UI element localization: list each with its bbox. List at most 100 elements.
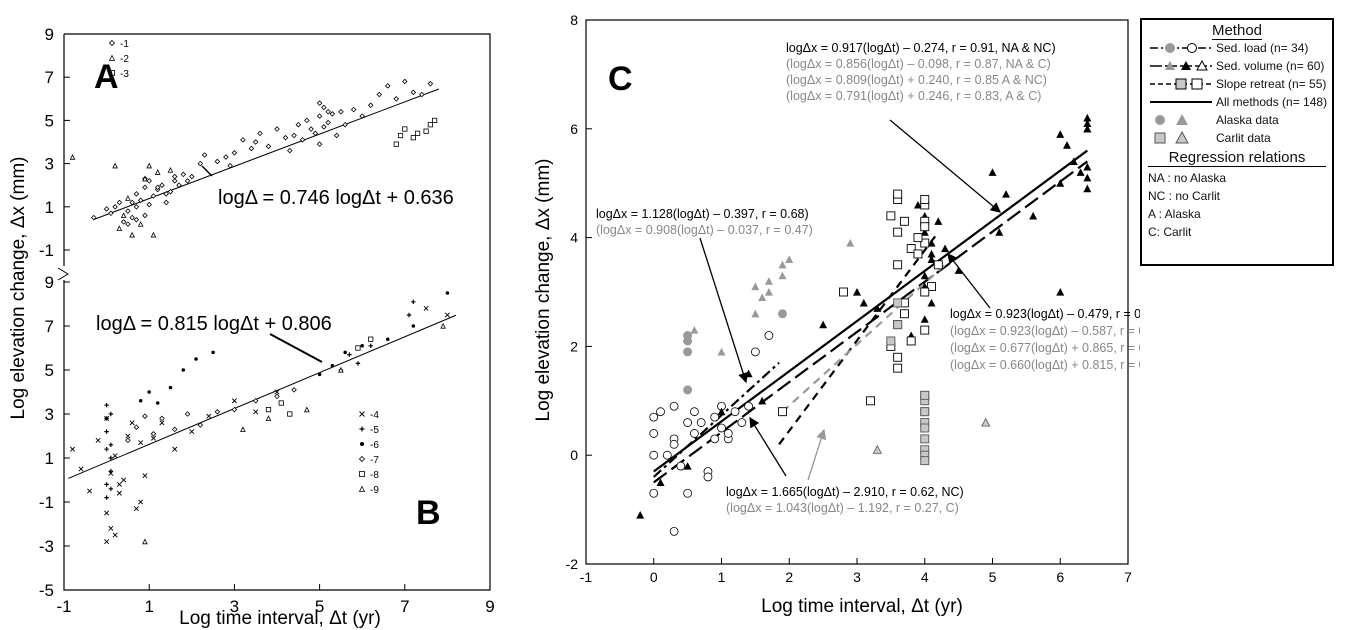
left-b-y-tick-label: 3 bbox=[45, 405, 54, 424]
data-point-b bbox=[138, 440, 144, 446]
data-point-c bbox=[710, 434, 720, 444]
data-point-c bbox=[941, 244, 950, 253]
data-point-c bbox=[899, 309, 909, 319]
left-plot-frame: -1 1 3 5 7 9 -1 1 3 5 7 9 -5 -3 -1 1 3 5 7 9 bbox=[39, 25, 495, 616]
legend-title: Method bbox=[1211, 22, 1263, 40]
data-point-a bbox=[129, 199, 135, 206]
regression-equation: logΔx = 0.917(logΔt) – 0.274, r = 0.91, … bbox=[786, 41, 1056, 55]
data-point-c bbox=[785, 255, 794, 263]
data-point-c bbox=[737, 418, 747, 427]
data-point-c bbox=[717, 401, 726, 411]
data-point-a bbox=[167, 188, 174, 195]
carlit-swatch-icon bbox=[1154, 130, 1189, 144]
data-point-b bbox=[445, 291, 450, 295]
left-b-y-tick-label: -3 bbox=[39, 537, 54, 556]
right-x-tick-label: 2 bbox=[785, 569, 793, 585]
data-point-c bbox=[995, 228, 1004, 236]
data-point-b bbox=[116, 481, 122, 487]
fit-line-c bbox=[778, 231, 940, 445]
right-x-tick-label: 1 bbox=[718, 569, 726, 585]
data-point-a bbox=[227, 162, 233, 169]
data-point-b bbox=[125, 437, 131, 444]
data-point-b bbox=[104, 447, 109, 452]
data-point-a bbox=[384, 83, 391, 89]
annotation-arrow bbox=[889, 119, 1001, 213]
data-point-a bbox=[312, 130, 319, 137]
alaska-swatch-icon bbox=[1155, 114, 1188, 125]
data-point-c bbox=[778, 271, 787, 280]
data-point-c bbox=[920, 434, 930, 444]
data-point-c bbox=[649, 429, 659, 438]
left-y-axis-label: Log elevation change, Δx (mm) bbox=[8, 157, 29, 420]
data-point-c bbox=[1076, 168, 1085, 176]
data-point-c bbox=[683, 331, 693, 341]
data-point-b bbox=[104, 539, 110, 545]
data-point-a bbox=[257, 130, 263, 137]
data-point-c bbox=[920, 195, 929, 204]
data-point-a bbox=[393, 96, 400, 102]
data-point-c bbox=[669, 434, 679, 444]
data-point-c bbox=[920, 216, 930, 226]
data-point-a bbox=[410, 89, 417, 96]
left-b-y-tick-label: 1 bbox=[45, 449, 54, 468]
data-point-c bbox=[669, 401, 679, 411]
data-point-a bbox=[338, 108, 344, 115]
data-point-b bbox=[116, 490, 122, 496]
right-x-tick-label: -1 bbox=[580, 569, 593, 585]
data-point-c bbox=[920, 423, 930, 433]
data-point-b bbox=[211, 350, 215, 355]
data-point-c bbox=[899, 216, 909, 226]
legend-a-label: -1 bbox=[120, 39, 129, 50]
data-point-c bbox=[866, 396, 875, 406]
data-point-a bbox=[129, 231, 136, 238]
data-point-c bbox=[656, 478, 665, 486]
data-point-c bbox=[751, 309, 760, 318]
data-point-c bbox=[893, 320, 903, 330]
data-point-a bbox=[325, 108, 331, 115]
data-point-a bbox=[180, 171, 187, 178]
data-point-c bbox=[920, 228, 929, 236]
annotation-arrow bbox=[749, 416, 787, 477]
legend-a-marker bbox=[108, 39, 116, 47]
data-point-a bbox=[201, 152, 208, 158]
data-point-c bbox=[920, 200, 930, 210]
regression-equation: (logΔx = 0.809(logΔt) + 0.240, r = 0.85 … bbox=[786, 73, 1047, 87]
legend-b-marker bbox=[358, 485, 366, 492]
data-point-c bbox=[750, 347, 760, 357]
data-point-b bbox=[108, 455, 114, 461]
data-point-c bbox=[913, 249, 923, 259]
left-x-tick-label: 9 bbox=[485, 597, 494, 616]
legend-b-label: -9 bbox=[370, 485, 379, 496]
data-point-c bbox=[662, 450, 672, 460]
data-point-c bbox=[920, 407, 930, 417]
data-point-a bbox=[304, 117, 310, 124]
equation-b: logΔ = 0.815 logΔt + 0.806 bbox=[96, 313, 332, 335]
data-point-c bbox=[1069, 157, 1078, 166]
data-point-a bbox=[367, 102, 374, 109]
legend-b-label: -5 bbox=[370, 425, 379, 436]
data-point-a bbox=[325, 119, 331, 126]
data-point-c bbox=[907, 331, 916, 340]
data-point-c bbox=[893, 320, 903, 330]
data-point-a bbox=[197, 160, 204, 167]
legend-abbr-nc: NC : no Carlit bbox=[1148, 189, 1221, 203]
right-x-tick-label: 3 bbox=[853, 569, 861, 585]
data-point-b bbox=[317, 372, 322, 377]
regression-equation: (logΔx = 0.677(logΔt) + 0.865, r = 0.82,… bbox=[950, 341, 1140, 355]
legend-row-sed-load: Sed. load (n= 34) bbox=[1142, 39, 1332, 57]
data-point-b bbox=[133, 506, 139, 512]
data-point-c bbox=[764, 277, 773, 285]
regression-equation: (logΔx = 0.923(logΔt) – 0.587, r = 0.86,… bbox=[950, 324, 1140, 338]
data-point-a bbox=[321, 104, 327, 111]
data-point-c bbox=[1083, 184, 1092, 193]
data-point-c bbox=[913, 200, 922, 209]
data-point-a bbox=[146, 201, 152, 208]
data-point-c bbox=[886, 341, 896, 351]
data-point-a bbox=[112, 204, 118, 210]
data-point-b bbox=[168, 385, 173, 390]
data-point-b bbox=[278, 400, 284, 406]
legend-abbr-a: A : Alaska bbox=[1148, 207, 1201, 221]
annotation-arrow bbox=[699, 237, 749, 384]
data-point-b bbox=[386, 337, 390, 341]
data-point-c bbox=[1056, 130, 1065, 138]
